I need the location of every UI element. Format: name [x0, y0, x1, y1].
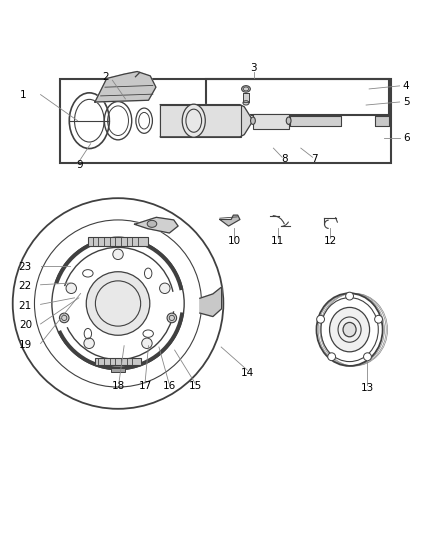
Ellipse shape	[182, 104, 205, 137]
Text: 3: 3	[251, 63, 257, 74]
Circle shape	[113, 249, 123, 260]
Polygon shape	[134, 217, 178, 233]
Text: 6: 6	[403, 133, 410, 143]
Circle shape	[317, 316, 325, 323]
Ellipse shape	[329, 308, 370, 352]
Circle shape	[142, 338, 152, 349]
Circle shape	[84, 338, 94, 349]
Text: 16: 16	[162, 381, 176, 391]
Bar	[243, 93, 250, 102]
Text: 8: 8	[281, 154, 288, 164]
Circle shape	[66, 283, 77, 294]
Text: 19: 19	[19, 340, 32, 350]
Text: 12: 12	[323, 236, 337, 246]
Text: 20: 20	[19, 320, 32, 330]
Text: 4: 4	[403, 81, 410, 91]
Polygon shape	[200, 287, 222, 317]
Text: 11: 11	[271, 236, 284, 246]
Text: 22: 22	[19, 281, 32, 291]
Text: 5: 5	[403, 97, 410, 107]
Bar	[206, 79, 389, 115]
Text: 15: 15	[188, 381, 201, 391]
Text: 21: 21	[19, 301, 32, 311]
Ellipse shape	[286, 117, 291, 124]
Circle shape	[167, 313, 177, 322]
Text: 18: 18	[112, 381, 126, 391]
Polygon shape	[220, 215, 240, 226]
Ellipse shape	[343, 322, 356, 337]
Text: 2: 2	[102, 72, 109, 82]
Bar	[253, 114, 289, 128]
Ellipse shape	[251, 117, 255, 124]
Text: 7: 7	[311, 154, 318, 164]
Bar	[88, 237, 148, 246]
Text: 17: 17	[138, 381, 152, 391]
Text: 10: 10	[228, 236, 241, 246]
Polygon shape	[95, 71, 156, 102]
Text: 13: 13	[360, 383, 374, 393]
Text: 14: 14	[240, 368, 254, 378]
Text: 9: 9	[76, 160, 83, 170]
Bar	[160, 104, 241, 137]
Bar	[290, 116, 341, 126]
Ellipse shape	[147, 220, 157, 228]
Circle shape	[364, 353, 371, 361]
Bar	[111, 368, 125, 372]
Bar	[60, 79, 391, 163]
Polygon shape	[160, 104, 253, 137]
Ellipse shape	[243, 101, 249, 105]
Circle shape	[60, 313, 69, 322]
Circle shape	[86, 272, 150, 335]
Circle shape	[159, 283, 170, 294]
Ellipse shape	[242, 86, 251, 92]
Circle shape	[374, 316, 382, 323]
Bar	[95, 358, 141, 365]
Text: 1: 1	[20, 90, 26, 100]
Bar	[375, 116, 389, 126]
Text: 23: 23	[19, 262, 32, 272]
Circle shape	[346, 292, 353, 300]
Circle shape	[328, 353, 336, 361]
